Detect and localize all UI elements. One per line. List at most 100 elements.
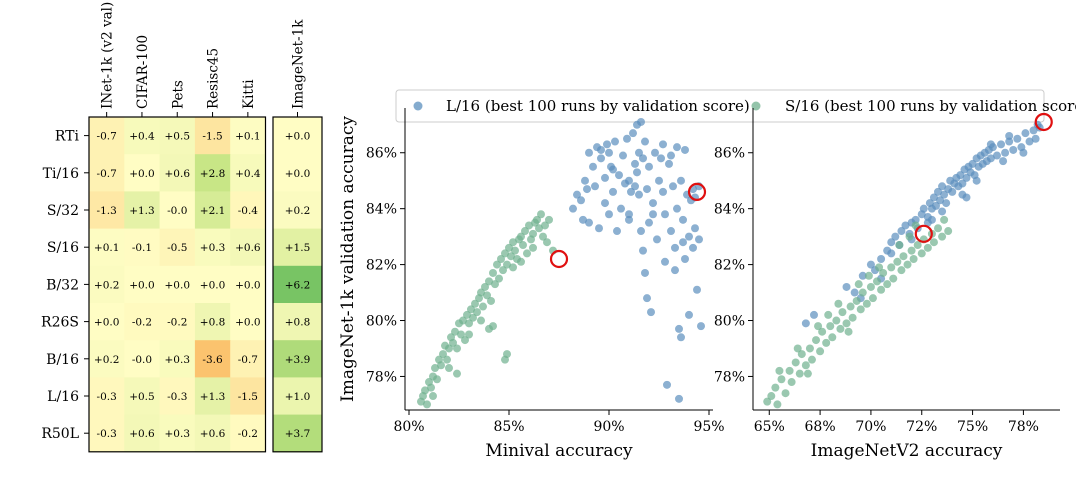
data-point xyxy=(501,355,509,364)
heatmap-cell xyxy=(124,340,161,378)
data-point xyxy=(517,257,525,266)
heatmap-cell-label: +3.9 xyxy=(285,354,311,366)
data-point xyxy=(445,364,453,373)
x-tick-label: 90% xyxy=(593,419,624,435)
heatmap-col-label: INet-1k (v2 val) xyxy=(100,2,116,109)
data-point xyxy=(899,252,908,261)
data-point xyxy=(807,355,816,364)
data-point xyxy=(927,215,936,224)
data-point xyxy=(801,361,810,370)
data-point xyxy=(433,375,441,384)
data-point xyxy=(605,210,613,219)
heatmap-cell-label: +0.0 xyxy=(129,279,155,291)
heatmap-cell xyxy=(194,340,231,378)
data-point xyxy=(581,176,589,185)
data-point xyxy=(629,129,637,138)
heatmap-row-label: S/32 xyxy=(47,203,79,219)
data-point xyxy=(773,400,782,409)
heatmap-cell-label: -0.7 xyxy=(238,354,258,366)
data-point xyxy=(661,210,669,219)
heatmap-row-label: RTi xyxy=(55,129,80,145)
data-point xyxy=(893,257,902,266)
data-point xyxy=(832,316,841,325)
data-point xyxy=(901,221,910,230)
heatmap-cell xyxy=(230,265,266,304)
data-point xyxy=(511,246,519,255)
heatmap-cell-label: +2.1 xyxy=(200,205,226,217)
data-point xyxy=(997,140,1006,149)
heatmap-cell-label: +1.5 xyxy=(285,242,311,254)
heatmap-cell-label: +0.0 xyxy=(285,168,311,180)
heatmap-cell-label: +0.0 xyxy=(94,317,120,329)
heatmap-cell-label: +0.2 xyxy=(285,205,311,217)
data-point xyxy=(1019,148,1028,157)
data-point xyxy=(645,162,653,171)
data-point xyxy=(875,263,884,272)
heatmap-cell xyxy=(230,117,266,155)
data-point xyxy=(569,204,577,213)
data-point xyxy=(505,243,513,252)
y-tick-label: 86% xyxy=(366,146,397,162)
heatmap-row-label: L/16 xyxy=(47,389,79,405)
heatmap-cell xyxy=(89,340,125,378)
heatmap-col-label: Kitti xyxy=(241,79,257,109)
data-point xyxy=(883,280,892,289)
data-point xyxy=(948,187,957,196)
heatmap-frame xyxy=(88,116,267,453)
data-point xyxy=(525,221,533,230)
data-point xyxy=(887,263,896,272)
data-point xyxy=(856,305,865,314)
data-point xyxy=(643,294,651,303)
heatmap-cell xyxy=(159,191,196,230)
heatmap-cell-label: +1.3 xyxy=(200,391,226,403)
data-point xyxy=(842,282,851,291)
highlight-circle xyxy=(1034,112,1053,132)
data-point xyxy=(917,249,926,258)
heatmap-cell xyxy=(159,154,196,192)
data-point xyxy=(826,322,835,331)
data-point xyxy=(679,215,687,224)
heatmap-cell xyxy=(273,191,323,230)
data-point xyxy=(929,193,938,202)
heatmap-cell-label: -0.0 xyxy=(132,354,152,366)
x-tick-label: 80% xyxy=(393,419,424,435)
legend-l16-label: L/16 (best 100 runs by validation score) xyxy=(446,97,750,115)
data-point xyxy=(936,196,945,205)
y-tick-label: 78% xyxy=(366,369,397,385)
data-point xyxy=(858,288,867,297)
data-point xyxy=(651,148,659,157)
data-point xyxy=(533,215,541,224)
heatmap-frame xyxy=(272,116,323,453)
heatmap-cell-label: +0.0 xyxy=(235,317,261,329)
x-axis-label: ImageNetV2 accuracy xyxy=(811,441,1003,461)
data-point xyxy=(601,173,609,182)
legend-l16-marker xyxy=(413,101,423,111)
data-point xyxy=(439,350,447,359)
data-point xyxy=(487,296,495,305)
data-point xyxy=(895,241,904,250)
data-point xyxy=(968,159,977,168)
data-point xyxy=(824,310,833,319)
data-point xyxy=(645,218,653,227)
data-point xyxy=(905,232,914,241)
data-point xyxy=(625,176,633,185)
data-point xyxy=(669,182,677,191)
data-point xyxy=(631,159,639,168)
data-point xyxy=(814,322,823,331)
data-point xyxy=(597,145,605,154)
x-tick-label: 78% xyxy=(1008,419,1039,435)
data-point xyxy=(649,210,657,219)
data-point xyxy=(868,294,877,303)
data-point xyxy=(477,316,485,325)
data-point xyxy=(842,319,851,328)
data-point xyxy=(911,215,920,224)
heatmap-cell xyxy=(230,303,266,341)
data-point xyxy=(597,154,605,163)
data-point xyxy=(986,140,995,149)
data-point xyxy=(449,338,457,347)
heatmap-row-label: S/16 xyxy=(47,240,79,256)
data-point xyxy=(519,241,527,250)
data-point xyxy=(1025,137,1034,146)
x-tick-label: 95% xyxy=(693,419,724,435)
data-point xyxy=(431,364,439,373)
